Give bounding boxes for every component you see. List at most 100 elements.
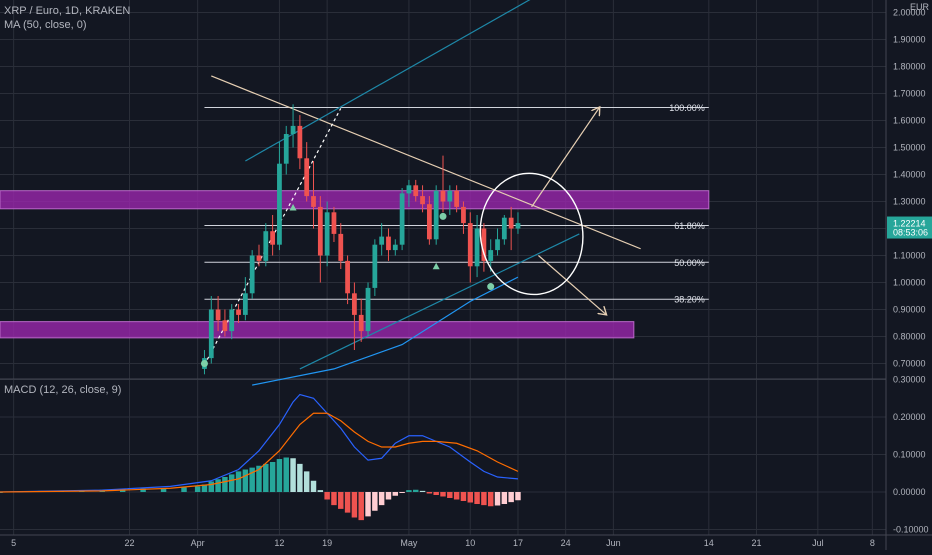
time-axis-tick-label: 5 <box>11 538 16 548</box>
macd-histogram-bar <box>351 492 358 518</box>
candle-body <box>311 196 316 207</box>
macd-histogram-bar <box>399 492 405 493</box>
macd-histogram-bar <box>303 471 310 492</box>
time-axis-tick-label: 12 <box>274 538 284 548</box>
macd-line <box>0 393 519 493</box>
macd-histogram-bar <box>392 492 399 496</box>
candle-body <box>379 236 385 245</box>
macd-histogram-bar <box>515 492 521 501</box>
trend-arrow <box>531 107 600 208</box>
macd-histogram-bar <box>426 492 433 494</box>
macd-histogram-bar <box>453 492 460 500</box>
candle-body <box>433 190 439 240</box>
candle-body <box>440 190 446 202</box>
candle-body <box>488 250 494 261</box>
candle-body <box>215 309 221 321</box>
price-axis-tick-label: 1.80000 <box>893 62 926 72</box>
candle-body <box>338 233 344 261</box>
macd-histogram-bar <box>358 492 364 521</box>
candle-body <box>277 163 282 245</box>
macd-histogram-bar <box>256 465 262 492</box>
fib-level-label: 38.20% <box>674 295 705 305</box>
candle-body <box>454 190 460 207</box>
candle-body <box>317 206 323 256</box>
macd-histogram-bar <box>447 492 453 498</box>
macd-histogram-bar <box>276 459 283 492</box>
macd-histogram-bar <box>228 474 235 492</box>
candle-body <box>270 231 276 245</box>
candle-body <box>372 244 378 288</box>
macd-histogram-bar <box>406 490 412 492</box>
time-axis-tick-label: Jul <box>812 538 824 548</box>
macd-histogram-bar <box>433 492 439 495</box>
candle-body <box>495 239 500 251</box>
ma-legend: MA (50, close, 0) <box>4 19 87 31</box>
candle-body <box>406 185 412 194</box>
candle-body <box>481 228 487 261</box>
candle-body <box>386 236 391 251</box>
macd-axis-tick-label: 0.00000 <box>893 487 926 497</box>
current-price-label: 1.22214 <box>893 219 926 229</box>
trend-arrow <box>538 255 606 315</box>
macd-axis-tick-label: 0.30000 <box>893 375 926 385</box>
time-axis-tick-label: 8 <box>870 538 875 548</box>
time-axis-tick-label: May <box>400 538 418 548</box>
candle-body <box>413 185 419 197</box>
candle-body <box>358 314 364 332</box>
macd-histogram-bar <box>140 488 146 492</box>
candle-body <box>467 223 473 267</box>
price-axis-tick-label: 0.70000 <box>893 359 926 369</box>
signal-marker-triangle <box>289 203 297 211</box>
signal-marker-circle <box>487 283 495 291</box>
candle-body <box>229 309 235 332</box>
price-axis-tick-label: 0.80000 <box>893 332 926 342</box>
macd-histogram-bar <box>215 479 221 492</box>
price-axis-tick-label: 1.10000 <box>893 251 926 261</box>
macd-histogram-bar <box>460 492 467 501</box>
macd-histogram-bar <box>419 490 426 492</box>
currency-label: EUR <box>910 2 930 12</box>
candle-body <box>352 293 357 315</box>
candle-body <box>426 204 432 240</box>
macd-histogram-bar <box>290 458 296 492</box>
price-axis-tick-label: 0.90000 <box>893 305 926 315</box>
symbol-legend: XRP / Euro, 1D, KRAKEN <box>4 5 131 17</box>
macd-histogram-bar <box>160 488 167 492</box>
time-axis-tick-label: 19 <box>322 538 332 548</box>
candle-body <box>256 255 262 261</box>
macd-histogram-bar <box>235 471 242 492</box>
candle-body <box>461 206 466 224</box>
price-badge <box>887 216 932 239</box>
annotation-ellipse <box>479 172 584 296</box>
macd-histogram-bar <box>269 462 276 492</box>
time-axis-tick-label: 10 <box>465 538 475 548</box>
macd-histogram-bar <box>338 492 344 509</box>
candle-body <box>208 309 214 359</box>
signal-marker-triangle <box>432 262 440 270</box>
macd-histogram-bar <box>331 492 337 506</box>
candle-body <box>420 196 425 205</box>
time-axis-tick-label: 24 <box>561 538 571 548</box>
macd-histogram-bar <box>208 481 215 492</box>
price-axis-tick-label: 1.90000 <box>893 35 926 45</box>
candle-body <box>365 287 371 332</box>
candle-body <box>474 228 480 267</box>
countdown-label: 08:53:06 <box>893 228 928 238</box>
candle-body <box>222 320 228 332</box>
macd-axis-tick-label: 0.20000 <box>893 412 926 422</box>
time-axis-tick-label: 22 <box>124 538 134 548</box>
macd-histogram-bar <box>242 469 249 492</box>
macd-histogram-bar <box>344 492 351 513</box>
macd-histogram-bar <box>310 480 317 492</box>
macd-histogram-bar <box>222 477 228 492</box>
candle-body <box>236 309 241 315</box>
price-axis-tick-label: 2.00000 <box>893 8 926 18</box>
macd-histogram-bar <box>440 492 446 497</box>
price-axis-tick-label: 1.40000 <box>893 170 926 180</box>
candle-body <box>263 231 269 261</box>
macd-histogram-bar <box>249 467 255 492</box>
price-axis-tick-label: 1.60000 <box>893 116 926 126</box>
